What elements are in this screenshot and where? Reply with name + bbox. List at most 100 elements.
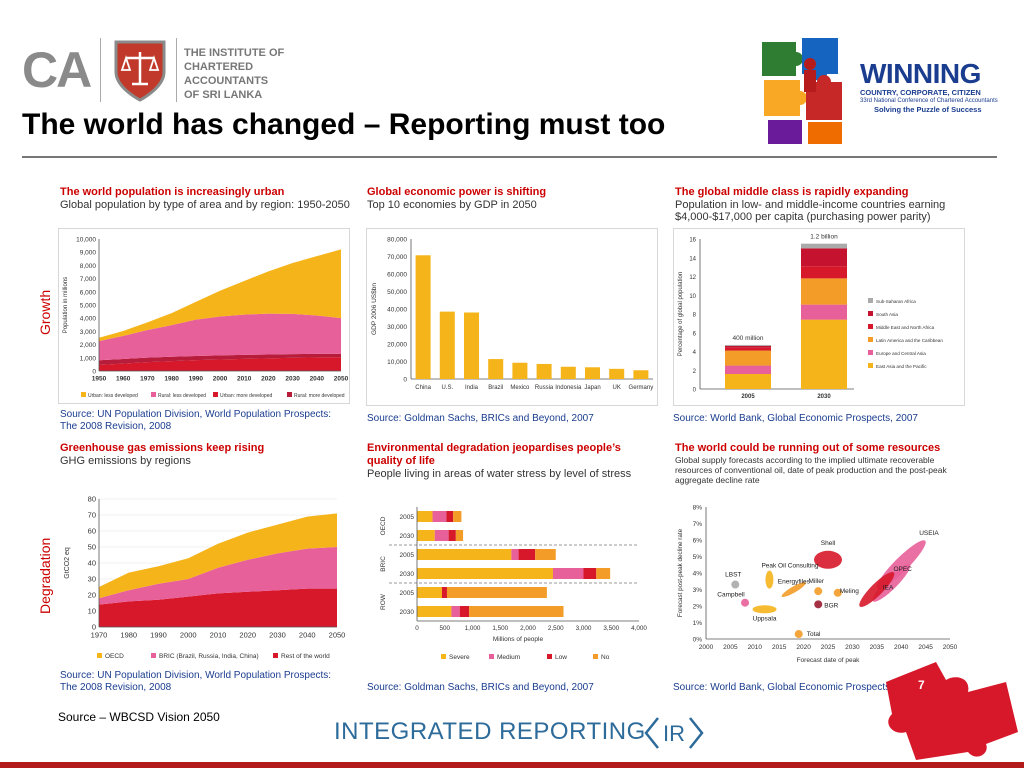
stacked-bar-segment [801,248,847,267]
gdp-bar [536,363,552,379]
institute-name-line: OF SRI LANKA [184,89,263,101]
legend-label: BRIC (Brazil, Russia, India, China) [159,653,259,660]
footer-bar [0,762,1024,768]
legend-swatch [868,324,873,329]
ca-letters: CA [22,42,92,98]
x-tick-label: Indonesia [555,385,582,391]
puzzle-piece-icon [886,662,1018,760]
stacked-bar-segment [448,530,456,541]
x-tick-label: 2020 [261,376,276,383]
panel-title: The world population is increasingly urb… [60,186,285,198]
conference-logo-line: COUNTRY, CORPORATE, CITIZEN [860,88,981,97]
scatter-point [814,587,823,596]
gdp-bar [488,359,504,379]
logo-divider [100,38,101,102]
gdp-bar-chart: 0 10,000 20,000 30,000 40,000 50,000 60,000 70,… [371,237,653,392]
footer-source: Source – WBCSD Vision 2050 [58,710,220,724]
stacked-bar-segment [417,587,442,598]
y-tick-label: 20 [88,591,96,600]
y-tick-label: 6,000 [80,289,97,296]
scatter-point [781,582,807,597]
x-tick-label: 1990 [150,631,167,640]
gdp-bar [415,255,431,379]
x-tick-label: 2015 [772,644,787,651]
legend-label: Sub-Saharan Africa [876,299,916,304]
y-tick-label: 40,000 [387,307,407,314]
y-tick-label: 3% [693,587,703,594]
panel-subtitle: Population in low- and middle-income cou… [675,199,946,223]
stacked-bar-segment [583,568,597,579]
y-tick-label: 30,000 [387,324,407,331]
legend-label: Rural: less developed [158,393,206,399]
y-tick-label: 4,000 [80,316,97,323]
y-tick-label: 70,000 [387,254,407,261]
x-tick-label: 2010 [748,644,763,651]
conference-logo: WINNING COUNTRY, CORPORATE, CITIZEN 33rd… [860,60,1000,115]
stacked-bar-segment [518,549,536,560]
point-label: Campbell [717,592,745,599]
conference-logo-tagline: Solving the Puzzle of Success [874,105,982,114]
group-label: ROW [380,593,387,610]
x-tick-label: Brazil [488,385,503,391]
x-tick-label: 3,500 [603,625,619,632]
x-tick-label: 2050 [329,631,346,640]
stacked-bar-segment [446,587,547,598]
slide-title: The world has changed – Reporting must t… [22,108,666,141]
y-tick-label: 7% [693,521,703,528]
y-tick-label: 2005 [400,514,415,521]
y-axis-label: GtCO2 eq [64,547,71,579]
y-tick-label: 5% [693,554,703,561]
group-label: OECD [380,516,387,535]
logo-divider [176,38,177,102]
stacked-bar-segment [801,278,847,305]
y-tick-label: 1% [693,620,703,627]
water-source: Source: Goldman Sachs, BRICs and Beyond,… [367,682,594,693]
stacked-bar-segment [459,606,470,617]
economic-chart-box: 0 10,000 20,000 30,000 40,000 50,000 60,000 70,… [366,228,658,406]
point-label: Miller [808,578,824,585]
y-axis-label: Population in millions [63,277,69,333]
y-tick-label: 14 [689,256,696,262]
y-tick-label: 10,000 [387,359,407,366]
x-tick-label: 2,000 [520,625,536,632]
x-tick-label: 4,000 [631,625,647,632]
y-tick-label: 2030 [400,571,415,578]
puzzle-people-logo-icon [762,38,842,144]
stacked-bar-segment [417,568,553,579]
legend-swatch [213,392,218,397]
x-tick-label: 2040 [894,644,909,651]
y-tick-label: 12 [689,275,696,281]
scales-shield-icon [114,40,166,102]
area-series [99,249,341,342]
x-tick-label: 2005 [741,394,755,400]
legend-swatch [151,653,156,658]
x-tick-label: 1,500 [492,625,508,632]
legend-swatch [273,653,278,658]
degradation-label: Degradation [37,537,53,614]
legend-label: OECD [105,653,124,660]
x-tick-label: 2045 [918,644,933,651]
y-tick-label: 10,000 [76,237,96,244]
x-axis-label: Millions of people [493,636,544,643]
scatter-point [765,570,774,589]
panel-subtitle: GHG emissions by regions [60,455,191,467]
y-tick-label: 2 [693,369,697,375]
y-tick-label: 20,000 [387,342,407,349]
stacked-bar-segment [725,344,771,346]
panel-title: The global middle class is rapidly expan… [675,186,909,198]
x-tick-label: 2030 [269,631,286,640]
stacked-bar-segment [455,530,464,541]
legend-swatch [868,298,873,303]
y-tick-label: 10 [689,294,696,300]
point-label: Uppsala [753,615,777,622]
area-series [99,313,341,361]
resources-source: Source: World Bank, Global Economic Pros… [673,682,918,693]
legend-swatch [81,392,86,397]
stacked-bar-segment [451,606,460,617]
x-tick-label: 1980 [164,376,179,383]
gdp-bar [439,311,455,379]
panel-subtitle: People living in areas of water stress b… [367,468,632,480]
stacked-bar-segment [801,304,847,320]
legend-label: East Asia and the Pacific [876,364,927,369]
legend-swatch [97,653,102,658]
